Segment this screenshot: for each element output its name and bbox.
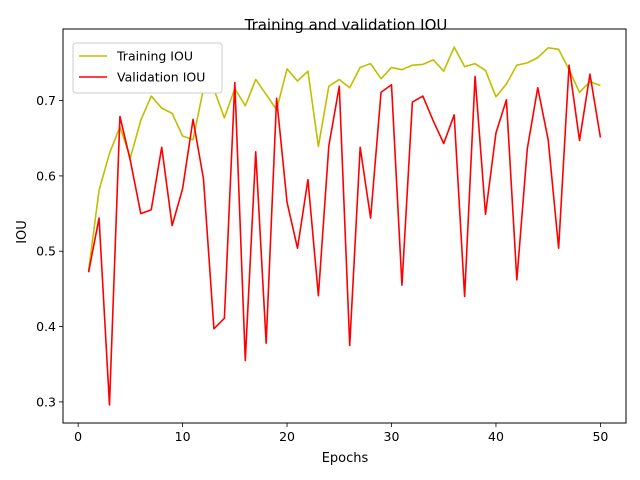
plot-area-frame (62, 28, 627, 424)
x-tick-label: 30 (384, 429, 400, 444)
legend-label-training: Training IOU (116, 49, 193, 64)
y-tick-label: 0.5 (36, 244, 56, 259)
chart-title: Training and validation IOU (244, 16, 448, 34)
y-tick-label: 0.3 (36, 394, 56, 409)
legend-box (72, 42, 223, 94)
x-tick-label: 40 (488, 429, 504, 444)
x-axis-ticks: 0 10 20 30 40 50 (74, 423, 608, 444)
series-line-training-iou (87, 46, 601, 271)
legend-label-validation: Validation IOU (117, 70, 205, 85)
y-tick-label: 0.4 (36, 319, 56, 334)
x-tick-label: 20 (279, 429, 295, 444)
y-tick-label: 0.6 (36, 168, 56, 183)
y-tick-label: 0.7 (36, 93, 56, 108)
x-tick-label: 0 (74, 429, 82, 444)
x-tick-label: 50 (592, 429, 608, 444)
plot-lines (87, 46, 602, 406)
y-axis-ticks: 0.3 0.4 0.5 0.6 0.7 (36, 93, 63, 409)
y-axis-label: IOU (15, 220, 30, 244)
x-axis-label: Epochs (322, 451, 369, 466)
legend: Training IOU Validation IOU (72, 42, 223, 94)
series-line-validation-iou (87, 64, 602, 406)
x-tick-label: 10 (175, 429, 191, 444)
